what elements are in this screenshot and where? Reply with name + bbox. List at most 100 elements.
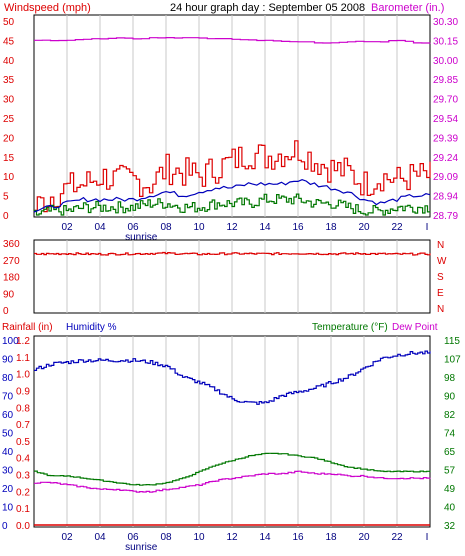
windspeed-axis-title: Windspeed (mph)	[4, 2, 91, 14]
windspeed-tick: 0	[3, 211, 9, 222]
compass-label: N	[437, 240, 444, 251]
chart-title: 24 hour graph day : September 05 2008	[170, 2, 365, 14]
rainfall-tick: 1.2	[16, 336, 30, 347]
rainfall-tick: 0.9	[16, 386, 30, 397]
humidity-line	[34, 350, 431, 405]
direction-tick: 180	[3, 273, 20, 284]
rainfall-tick: 0.7	[16, 420, 30, 431]
rainfall-tick: 0.3	[16, 471, 30, 482]
direction-tick: 270	[3, 256, 20, 267]
wind-panel-x-tick: 08	[160, 222, 172, 233]
rainfall-tick: 0.1	[16, 504, 30, 515]
temperature-tick: 40	[444, 503, 456, 514]
direction-tick: 360	[3, 239, 20, 250]
wind-panel-x-tick: 18	[325, 222, 337, 233]
barometer-tick: 30.30	[433, 17, 458, 28]
barometer-tick: 29.39	[433, 133, 458, 144]
humidity-tick: 40	[2, 447, 14, 458]
barometer-axis-title: Barometer (in.)	[371, 2, 444, 14]
rainfall-tick: 1.0	[16, 370, 30, 381]
temperature-tick: 57	[444, 466, 456, 477]
windspeed-tick: 30	[3, 95, 15, 106]
climate-panel-x-tick: 12	[226, 532, 238, 543]
rainfall-axis-title: Rainfall (in)	[2, 322, 53, 333]
windspeed-tick: 25	[3, 114, 15, 125]
climate-panel-x-tick: 06	[127, 532, 139, 543]
temperature-tick: 74	[444, 429, 456, 440]
humidity-tick: 90	[2, 355, 14, 366]
humidity-tick: 0	[2, 521, 8, 532]
windspeed-tick: 5	[3, 192, 9, 203]
wind-panel-x-end: I	[426, 222, 429, 233]
barometer-tick: 30.15	[433, 36, 458, 47]
wind-panel-x-tick: 16	[292, 222, 304, 233]
climate-panel-x-tick: 08	[160, 532, 172, 543]
humidity-tick: 70	[2, 392, 14, 403]
direction-line	[34, 251, 431, 256]
wind-panel-x-tick: 12	[226, 222, 238, 233]
humidity-axis-title: Humidity %	[66, 322, 117, 333]
temperature-tick: 65	[444, 447, 456, 458]
windspeed-tick: 50	[3, 17, 15, 28]
temperature-tick: 115	[444, 336, 460, 347]
windspeed-tick: 40	[3, 56, 15, 67]
wind-panel-x-tick: 10	[193, 222, 205, 233]
temperature-line	[34, 452, 431, 486]
direction-tick: 90	[3, 289, 15, 300]
humidity-tick: 10	[2, 503, 14, 514]
temperature-tick: 90	[444, 392, 456, 403]
compass-label: E	[437, 288, 444, 299]
barometer-tick: 29.24	[433, 153, 458, 164]
wind-panel-x-tick: 20	[358, 222, 370, 233]
wind-panel-x-tick: 04	[94, 222, 106, 233]
temperature-tick: 49	[444, 484, 456, 495]
barometer-tick: 28.79	[433, 211, 458, 222]
compass-label: S	[437, 272, 444, 283]
compass-label: W	[437, 256, 447, 267]
humidity-tick: 50	[2, 429, 14, 440]
wind-panel-x-tick: 02	[61, 222, 73, 233]
barometer-line	[34, 37, 431, 44]
windspeed-tick: 45	[3, 36, 15, 47]
windspeed-tick: 10	[3, 172, 15, 183]
climate-panel-x-tick: 20	[358, 532, 370, 543]
rainfall-tick: 0.2	[16, 487, 30, 498]
dew-point-line	[34, 470, 431, 493]
climate-panel-x-tick: 02	[61, 532, 73, 543]
rainfall-tick: 0.0	[16, 521, 30, 532]
wind-panel-x-tick: 06	[127, 222, 139, 233]
temperature-tick: 107	[444, 355, 461, 366]
climate-panel-x-tick: 22	[391, 532, 403, 543]
climate-panel-sunrise-label: sunrise	[125, 542, 158, 553]
windspeed-tick: 15	[3, 153, 15, 164]
humidity-tick: 20	[2, 484, 14, 495]
temperature-tick: 82	[444, 410, 456, 421]
wind-panel-x-tick: 22	[391, 222, 403, 233]
barometer-tick: 29.70	[433, 95, 458, 106]
chart-layer: 0 5 10 15 20 25 30 35 40 45 50 28.79 28.94 29.09 29.24…	[2, 14, 461, 553]
barometer-tick: 28.94	[433, 192, 458, 203]
rainfall-tick: 0.4	[16, 454, 30, 465]
climate-panel-x-tick: 18	[325, 532, 337, 543]
humidity-tick: 100	[2, 336, 19, 347]
climate-panel-x-end: I	[426, 532, 429, 543]
barometer-tick: 29.85	[433, 75, 458, 86]
temperature-tick: 32	[444, 521, 456, 532]
windspeed-tick: 35	[3, 75, 15, 86]
direction-tick: 0	[3, 306, 9, 317]
gust-line	[34, 140, 431, 213]
climate-panel-x-tick: 16	[292, 532, 304, 543]
climate-panel-x-tick: 10	[193, 532, 205, 543]
compass-label: N	[437, 304, 444, 315]
humidity-tick: 80	[2, 373, 14, 384]
climate-panel-x-tick: 14	[259, 532, 271, 543]
humidity-tick: 60	[2, 410, 14, 421]
rainfall-tick: 0.8	[16, 403, 30, 414]
wind-panel-x-tick: 14	[259, 222, 271, 233]
speed-line	[34, 193, 431, 216]
average-line	[33, 179, 431, 213]
temperature-axis-title: Temperature (°F)	[312, 322, 388, 333]
wind-panel-sunrise-label: sunrise	[125, 232, 158, 243]
